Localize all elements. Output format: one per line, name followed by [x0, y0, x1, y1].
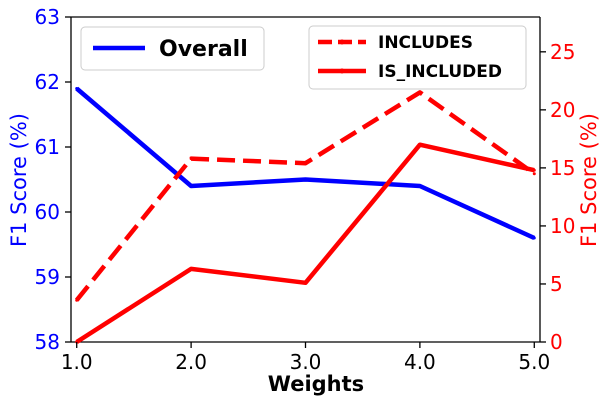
data-point-overall	[418, 184, 422, 188]
legend-red-series: INCLUDES IS_INCLUDED	[308, 25, 527, 90]
data-point-overall	[189, 184, 193, 188]
data-point-is-included	[532, 168, 536, 172]
data-point-overall	[304, 178, 307, 181]
axes-layer: 1.0 2.0 3.0 4.0 5.0 58 59 60 61 62 63 0 5 10 15 20 25	[35, 5, 576, 374]
data-point-is-included	[418, 143, 422, 147]
right-y-tick-label: 15	[550, 156, 575, 180]
left-y-tick-label: 61	[35, 135, 60, 159]
data-point-includes	[418, 90, 422, 94]
left-y-tick-label: 59	[35, 265, 60, 289]
legend-label-includes: INCLUDES	[378, 33, 473, 53]
legend-box	[80, 26, 265, 71]
x-tick-label: 1.0	[61, 350, 93, 374]
x-tick-label: 4.0	[404, 350, 436, 374]
right-y-tick-label: 0	[550, 330, 563, 354]
data-point-includes	[532, 172, 536, 176]
x-axis-label: Weights	[268, 372, 364, 396]
series-line-includes	[74, 90, 536, 302]
data-point-includes	[75, 298, 79, 302]
left-y-tick-label: 63	[35, 5, 60, 29]
x-tick-label: 3.0	[290, 350, 322, 374]
right-y-tick-label: 20	[550, 98, 575, 122]
legend-overall: Overall	[80, 26, 265, 71]
legend-label-overall: Overall	[159, 37, 248, 62]
x-tick-label: 2.0	[175, 350, 207, 374]
series-line-is-included	[75, 142, 535, 344]
legend-label-is-included: IS_INCLUDED	[378, 62, 502, 82]
left-y-tick-label: 58	[35, 330, 60, 354]
left-y-axis-label: F1 Score (%)	[7, 113, 31, 247]
data-point-overall	[75, 87, 79, 90]
data-point-is-included	[189, 267, 193, 271]
x-tick-label: 5.0	[518, 350, 550, 374]
legend-marker-is-included	[339, 68, 345, 74]
series-layer	[74, 86, 536, 344]
data-point-is-included	[304, 281, 307, 285]
right-y-tick-label: 10	[550, 214, 575, 238]
data-point-overall	[532, 236, 536, 240]
left-y-tick-label: 60	[35, 200, 60, 224]
right-y-tick-label: 25	[550, 40, 575, 64]
right-y-tick-label: 5	[550, 272, 563, 296]
data-point-includes	[189, 157, 193, 161]
legend-marker-includes	[339, 39, 345, 45]
data-point-includes	[304, 161, 307, 165]
right-y-axis-label: F1 Score (%)	[577, 113, 601, 247]
left-y-tick-label: 62	[35, 70, 60, 94]
plot-frame	[70, 16, 541, 343]
